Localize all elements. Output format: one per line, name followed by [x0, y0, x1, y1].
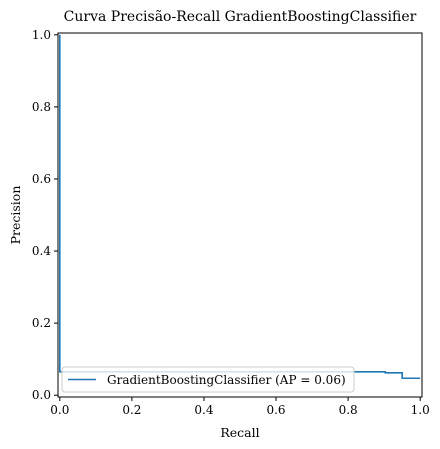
y-tick-label-3: 0.6 [32, 172, 51, 186]
y-tick-label-0: 0.0 [32, 388, 51, 402]
x-tick-label-4: 0.8 [339, 403, 358, 417]
series-line-0 [58, 34, 421, 380]
axes-frame [57, 32, 423, 398]
legend-box [61, 366, 355, 393]
x-axis: 0.0 0.2 0.4 0.6 0.8 1.0 [50, 397, 430, 417]
legend-entry-label: GradientBoostingClassifier (AP = 0.06) [107, 373, 346, 387]
x-tick-label-5: 1.0 [411, 403, 430, 417]
x-tick-label-2: 0.4 [194, 403, 213, 417]
legend: GradientBoostingClassifier (AP = 0.06) [61, 366, 355, 393]
y-tick-label-1: 0.2 [32, 316, 51, 330]
x-tick-label-3: 0.6 [266, 403, 285, 417]
y-tick-label-4: 0.8 [32, 100, 51, 114]
chart-title: Curva Precisão-Recall GradientBoostingCl… [64, 9, 417, 25]
y-tick-label-2: 0.4 [32, 244, 51, 258]
x-axis-label: Recall [220, 425, 259, 440]
x-tick-label-1: 0.2 [122, 403, 141, 417]
x-tick-label-0: 0.0 [50, 403, 69, 417]
y-tick-label-5: 1.0 [32, 28, 51, 42]
plot-area [58, 34, 421, 380]
y-axis: 0.0 0.2 0.4 0.6 0.8 1.0 [32, 28, 58, 402]
y-axis-label: Precision [8, 186, 23, 245]
